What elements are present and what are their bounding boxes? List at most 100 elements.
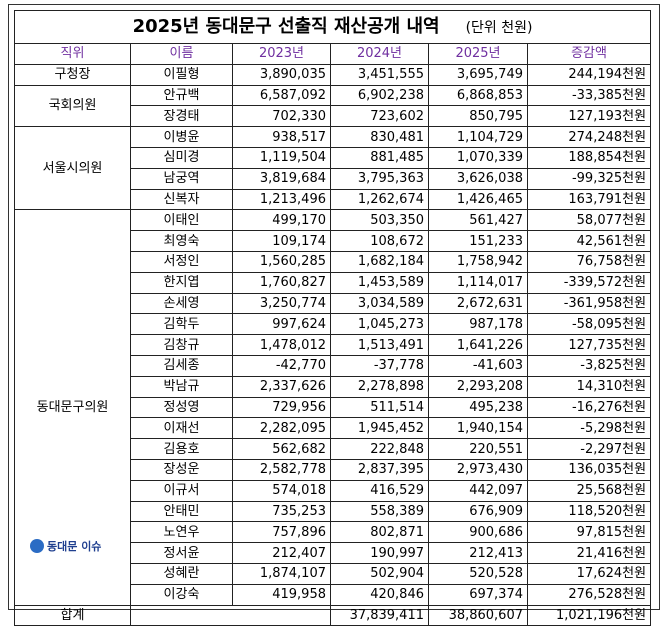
column-header: 2025년: [428, 43, 528, 65]
amount: 2,293,208: [428, 375, 528, 398]
amount: 416,529: [330, 479, 429, 502]
name: 성혜란: [130, 562, 233, 585]
amount: 1,453,589: [330, 271, 429, 294]
amount: 1,478,012: [232, 334, 331, 356]
change: 276,528천원: [526, 583, 652, 606]
amount: 676,909: [428, 500, 528, 523]
amount: 222,848: [330, 438, 429, 460]
amount: 1,114,017: [428, 271, 528, 294]
amount: -37,778: [330, 354, 429, 377]
amount: 3,819,684: [232, 167, 331, 190]
amount: 723,602: [330, 105, 429, 128]
empty-cell: [130, 604, 331, 626]
name: 이병윤: [130, 126, 233, 148]
amount: 561,427: [428, 209, 528, 232]
amount: 3,890,035: [232, 63, 331, 86]
name: 심미경: [130, 146, 233, 169]
amount: 151,233: [428, 230, 528, 252]
position: 구청장: [14, 63, 131, 86]
logo: 동대문 이슈: [30, 538, 101, 554]
amount: 2,278,898: [330, 375, 429, 398]
change: 127,735천원: [526, 334, 652, 356]
name: 최영숙: [130, 230, 233, 252]
amount: 6,587,092: [232, 84, 331, 107]
name: 서정인: [130, 250, 233, 273]
change: -5,298천원: [526, 417, 652, 440]
amount: 1,513,491: [330, 334, 429, 356]
amount: 503,350: [330, 209, 429, 232]
title: 2025년 동대문구 선출직 재산공개 내역: [132, 15, 440, 37]
total-change: 1,021,196천원: [526, 604, 652, 626]
amount: 6,902,238: [330, 84, 429, 107]
name: 김용호: [130, 438, 233, 460]
amount: 3,795,363: [330, 167, 429, 190]
name: 김학두: [130, 313, 233, 336]
name: 노연우: [130, 521, 233, 544]
change: 274,248천원: [526, 126, 652, 148]
change: 42,561천원: [526, 230, 652, 252]
name: 손세영: [130, 292, 233, 315]
change: 25,568천원: [526, 479, 652, 502]
name: 이태인: [130, 209, 233, 232]
position: 서울시의원: [14, 126, 131, 211]
amount: 1,213,496: [232, 188, 331, 211]
name: 박남규: [130, 375, 233, 398]
amount: 802,871: [330, 521, 429, 544]
amount: 1,045,273: [330, 313, 429, 336]
amount: 190,997: [330, 542, 429, 564]
change: 58,077천원: [526, 209, 652, 232]
name: 안규백: [130, 84, 233, 107]
change: -58,095천원: [526, 313, 652, 336]
amount: 830,481: [330, 126, 429, 148]
amount: 987,178: [428, 313, 528, 336]
change: 21,416천원: [526, 542, 652, 564]
amount: 1,682,184: [330, 250, 429, 273]
amount: 881,485: [330, 146, 429, 169]
amount: 3,626,038: [428, 167, 528, 190]
amount: 757,896: [232, 521, 331, 544]
position: 국회의원: [14, 84, 131, 128]
amount: 2,337,626: [232, 375, 331, 398]
change: -2,297천원: [526, 438, 652, 460]
amount: 502,904: [330, 562, 429, 585]
amount: 212,407: [232, 542, 331, 564]
name: 한지엽: [130, 271, 233, 294]
amount: 562,682: [232, 438, 331, 460]
name: 김창규: [130, 334, 233, 356]
amount: 729,956: [232, 396, 331, 419]
name: 장경태: [130, 105, 233, 128]
amount: 2,282,095: [232, 417, 331, 440]
amount: 1,874,107: [232, 562, 331, 585]
amount: 1,119,504: [232, 146, 331, 169]
column-header: 직위: [14, 43, 131, 65]
name: 신복자: [130, 188, 233, 211]
amount: 499,170: [232, 209, 331, 232]
amount: 1,104,729: [428, 126, 528, 148]
amount: 511,514: [330, 396, 429, 419]
amount: 212,413: [428, 542, 528, 564]
change: 188,854천원: [526, 146, 652, 169]
amount: 3,250,774: [232, 292, 331, 315]
total-label: 합계: [14, 604, 131, 626]
total-amount: 37,839,411: [330, 604, 429, 626]
amount: 900,686: [428, 521, 528, 544]
amount: 3,695,749: [428, 63, 528, 86]
change: 118,520천원: [526, 500, 652, 523]
amount: 6,868,853: [428, 84, 528, 107]
amount: 735,253: [232, 500, 331, 523]
amount: 938,517: [232, 126, 331, 148]
amount: 495,238: [428, 396, 528, 419]
amount: 850,795: [428, 105, 528, 128]
amount: 558,389: [330, 500, 429, 523]
amount: 1,758,942: [428, 250, 528, 273]
change: 14,310천원: [526, 375, 652, 398]
column-header: 2023년: [232, 43, 331, 65]
column-header: 2024년: [330, 43, 429, 65]
amount: 1,560,285: [232, 250, 331, 273]
change: -16,276천원: [526, 396, 652, 419]
amount: 1,945,452: [330, 417, 429, 440]
unit: (단위 천원): [465, 19, 533, 36]
amount: 3,451,555: [330, 63, 429, 86]
amount: 442,097: [428, 479, 528, 502]
name: 정서윤: [130, 542, 233, 564]
